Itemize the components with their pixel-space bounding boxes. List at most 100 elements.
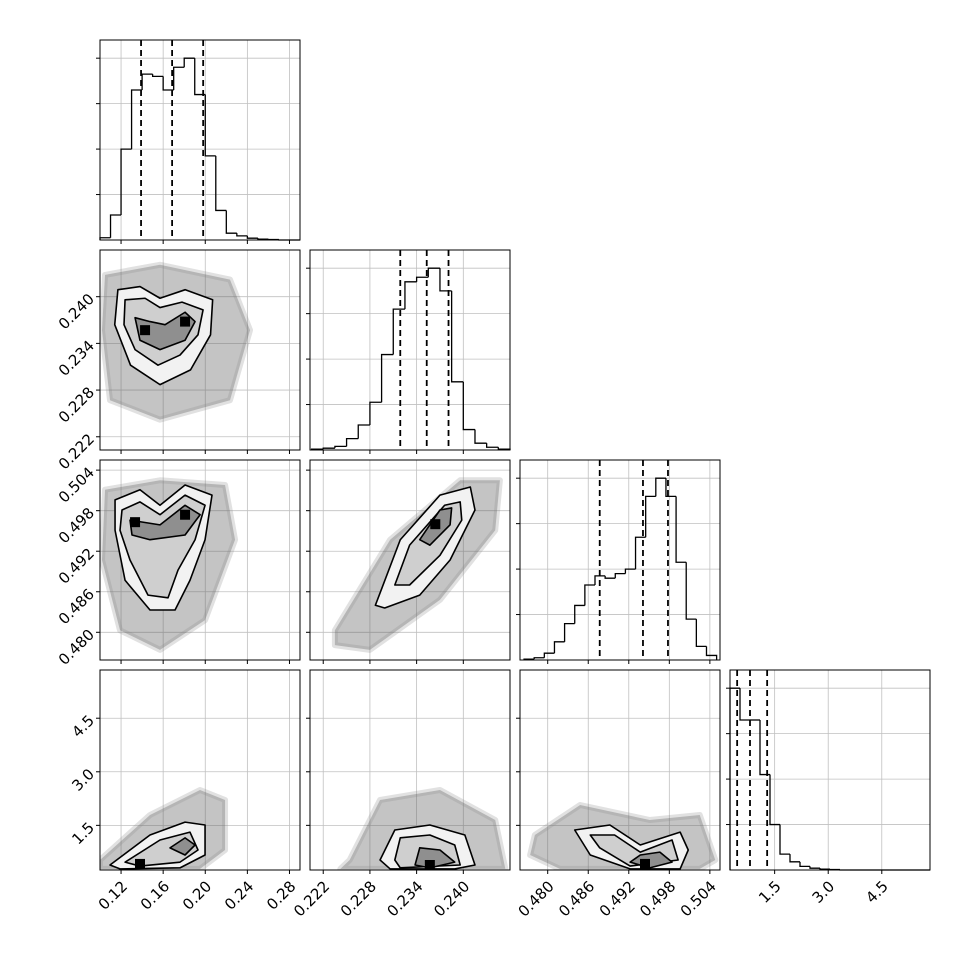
hist-bin — [215, 155, 227, 212]
hist-bin — [427, 267, 440, 278]
hist-bin — [141, 73, 153, 90]
hist-bin — [819, 868, 830, 870]
hist-bin — [162, 76, 174, 91]
hist-bin — [322, 447, 335, 450]
hist-bin — [109, 214, 122, 238]
panel-frame — [309, 249, 511, 451]
hist-bin — [130, 89, 143, 150]
panel-frame — [519, 669, 721, 871]
hist-bin — [173, 66, 185, 90]
hist-bin — [334, 445, 347, 449]
hist-bin — [357, 424, 370, 439]
x-tick-label: 0.240 — [430, 877, 473, 920]
y-tick-label: 0.492 — [55, 544, 98, 587]
y-tick-label: 0.228 — [55, 383, 98, 426]
hist-bin — [257, 238, 269, 240]
density-peak — [135, 858, 145, 869]
panel-frame — [99, 669, 301, 871]
y-tick-label: 0.480 — [55, 626, 98, 669]
panel-frame — [519, 459, 721, 661]
x-tick-label: 0.486 — [555, 877, 598, 920]
hist-bin — [799, 861, 810, 868]
x-tick-label: 4.5 — [862, 877, 892, 907]
hist-bin — [533, 657, 545, 660]
hist-bin — [392, 308, 405, 355]
panel-frame — [99, 39, 301, 241]
hist-bin — [553, 641, 565, 654]
hist-bin — [789, 854, 800, 863]
hist-bin — [439, 268, 452, 292]
panel-frame — [729, 669, 931, 871]
hist-bin — [404, 281, 417, 310]
hist-bin — [779, 824, 790, 855]
hist-bin — [543, 652, 555, 658]
panel-content — [100, 261, 253, 423]
hist-bin — [151, 74, 164, 78]
hist-bin — [345, 437, 359, 447]
hist-bin — [486, 443, 499, 448]
hist-bin — [204, 94, 216, 157]
x-tick-label: 0.20 — [179, 877, 215, 913]
hist-bin — [604, 575, 616, 579]
x-tick-label: 0.222 — [290, 877, 333, 920]
hist-bin — [655, 477, 666, 497]
y-tick-label: 0.240 — [55, 290, 98, 333]
density-peak — [180, 316, 191, 327]
hist-bin — [665, 478, 677, 498]
hist-bin — [462, 381, 475, 431]
hist-bin — [236, 233, 248, 237]
hist-bin — [584, 584, 595, 606]
y-tick-label: 1.5 — [68, 819, 98, 849]
panel-frame — [99, 459, 301, 661]
panel-content — [527, 802, 719, 870]
hist-bin — [685, 562, 697, 620]
y-tick-label: 3.0 — [68, 765, 98, 795]
hist-bin — [194, 58, 206, 96]
hist-bin — [634, 536, 646, 570]
contour — [169, 837, 196, 856]
x-tick-label: 0.492 — [596, 877, 639, 920]
y-tick-label: 0.504 — [55, 463, 98, 506]
hist-bin — [769, 774, 780, 826]
hist-bin — [563, 622, 575, 642]
hist-bin — [246, 235, 258, 239]
x-tick-label: 1.5 — [755, 877, 785, 907]
density-peak — [180, 509, 191, 520]
density-peak — [430, 519, 441, 530]
x-tick-label: 3.0 — [809, 877, 839, 907]
density-peak — [424, 860, 435, 870]
panel-content — [100, 477, 239, 653]
hist-bin — [614, 572, 626, 579]
panel-frame — [309, 459, 511, 661]
x-tick-label: 0.16 — [137, 877, 173, 913]
x-tick-label: 0.480 — [515, 877, 558, 920]
y-tick-label: 0.234 — [55, 337, 98, 380]
hist-bin — [574, 604, 585, 624]
hist-bin — [380, 353, 394, 403]
y-tick-label: 0.486 — [55, 585, 98, 628]
x-tick-label: 0.12 — [95, 877, 131, 913]
density-peak — [640, 858, 650, 869]
hist-bin — [739, 688, 750, 721]
hist-bin — [624, 568, 636, 574]
hist-bin — [225, 210, 237, 234]
x-tick-label: 0.24 — [221, 877, 257, 913]
hist-bin — [415, 276, 429, 282]
hist-bin — [645, 495, 656, 538]
y-tick-label: 0.498 — [55, 504, 98, 547]
hist-bin — [474, 429, 487, 444]
hist-bin — [675, 496, 687, 563]
density-peak — [140, 325, 151, 336]
hist-bin — [120, 148, 132, 215]
x-tick-label: 0.228 — [337, 877, 380, 920]
panel-frame — [309, 669, 511, 871]
x-tick-label: 0.234 — [384, 877, 427, 920]
y-tick-label: 0.222 — [55, 430, 98, 473]
hist-bin — [809, 866, 820, 869]
hist-bin — [695, 619, 707, 648]
x-tick-label: 0.498 — [636, 877, 679, 920]
panel-content — [100, 787, 229, 870]
hist-bin — [183, 57, 195, 68]
hist-bin — [705, 646, 718, 660]
